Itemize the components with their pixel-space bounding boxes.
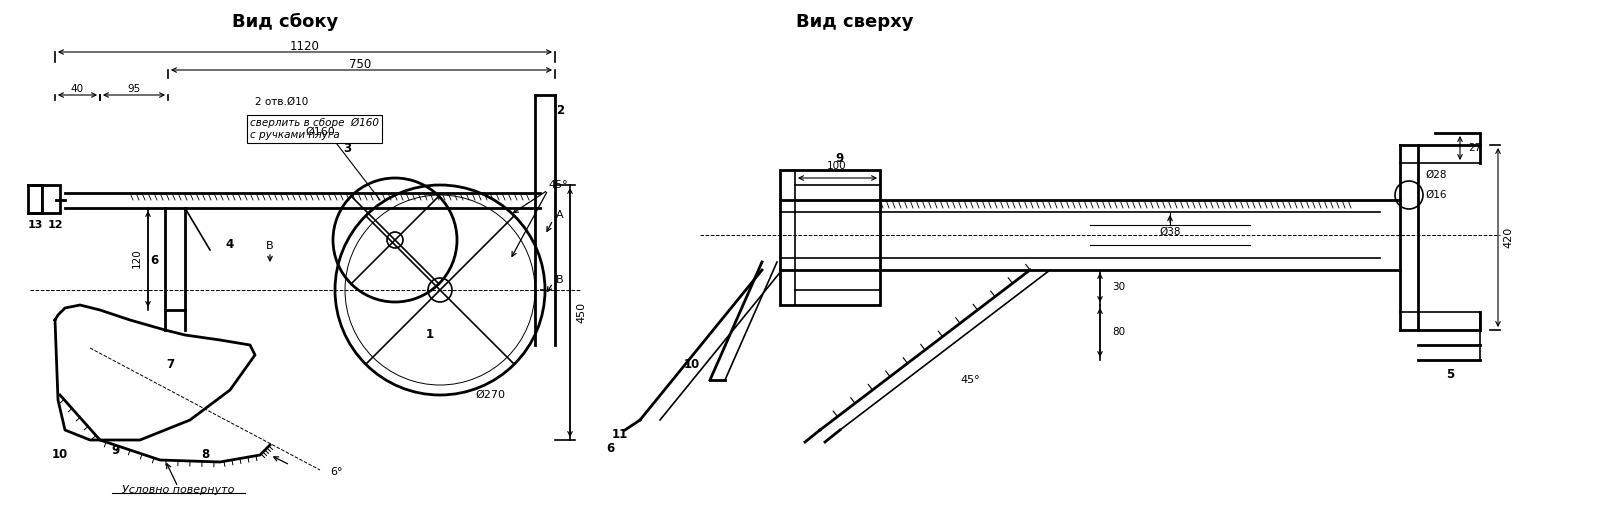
Text: 3: 3 <box>342 141 350 155</box>
Text: 450: 450 <box>576 302 586 323</box>
Text: 9: 9 <box>110 443 118 457</box>
Text: 420: 420 <box>1502 226 1514 248</box>
Text: 1120: 1120 <box>290 39 320 53</box>
Text: 95: 95 <box>128 84 141 94</box>
Text: 2: 2 <box>555 103 565 117</box>
Text: 750: 750 <box>349 57 371 71</box>
Bar <box>29 185 42 213</box>
Text: Ø28: Ø28 <box>1426 170 1446 180</box>
Text: 45°: 45° <box>960 375 979 385</box>
Polygon shape <box>54 305 254 440</box>
Text: 5: 5 <box>1446 369 1454 381</box>
Text: Ø16: Ø16 <box>1426 190 1446 200</box>
Bar <box>42 185 61 213</box>
Text: 12: 12 <box>48 220 62 230</box>
Text: 4: 4 <box>226 238 234 250</box>
Text: 6: 6 <box>150 253 158 267</box>
Bar <box>781 170 880 305</box>
Text: A: A <box>557 210 563 220</box>
Text: сверлить в сборе  Ø160
с ручками плуга: сверлить в сборе Ø160 с ручками плуга <box>250 118 379 140</box>
Text: 7: 7 <box>166 358 174 372</box>
Text: Ø160: Ø160 <box>306 127 334 137</box>
Text: 2 отв.Ø10: 2 отв.Ø10 <box>254 97 309 107</box>
Text: 120: 120 <box>131 248 142 268</box>
Text: Условно повернуто: Условно повернуто <box>122 485 234 495</box>
Text: Ø38: Ø38 <box>1160 227 1181 237</box>
Text: 100: 100 <box>827 161 846 171</box>
Text: 10: 10 <box>683 358 701 372</box>
Text: 40: 40 <box>70 84 83 94</box>
Text: Вид сверху: Вид сверху <box>797 13 914 31</box>
Text: 27: 27 <box>1469 143 1482 153</box>
Text: 10: 10 <box>51 449 69 461</box>
Text: 6°: 6° <box>330 467 342 477</box>
Text: B: B <box>557 275 563 285</box>
Text: Вид сбоку: Вид сбоку <box>232 13 338 31</box>
Text: 13: 13 <box>27 220 43 230</box>
Text: 80: 80 <box>1112 327 1125 337</box>
Text: 9: 9 <box>835 152 845 164</box>
Text: 6: 6 <box>606 441 614 455</box>
Text: B: B <box>266 241 274 251</box>
Text: 30: 30 <box>1112 282 1125 292</box>
Text: 1: 1 <box>426 329 434 342</box>
Text: 11: 11 <box>611 429 629 441</box>
Text: 8: 8 <box>202 449 210 461</box>
Text: 45°: 45° <box>547 180 568 190</box>
Text: Ø270: Ø270 <box>475 390 506 400</box>
